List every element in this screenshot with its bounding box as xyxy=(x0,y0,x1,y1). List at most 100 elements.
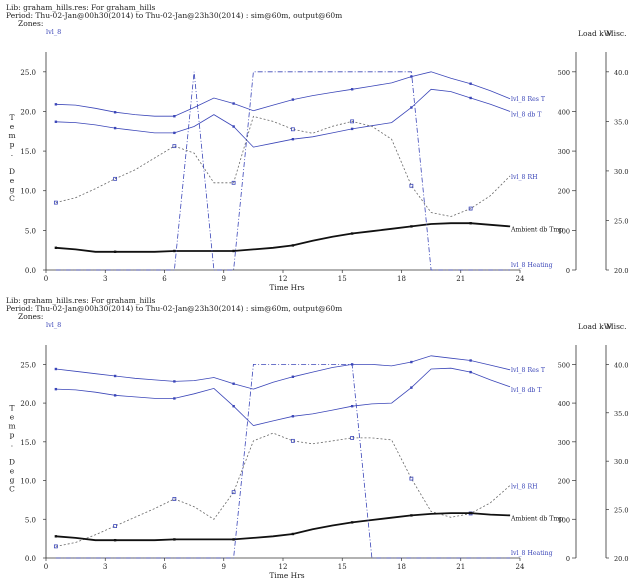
data-point-marker xyxy=(469,96,472,100)
y-tick-label: 15.0 xyxy=(20,439,36,447)
y-axis-label-letter: m xyxy=(8,422,15,431)
series-line-ambient-db-tmp xyxy=(55,512,511,542)
misc-tick-label: 30.0 xyxy=(614,458,628,466)
data-point-marker xyxy=(410,360,413,364)
data-point-marker xyxy=(172,144,177,149)
y-tick-label: 20.0 xyxy=(20,108,36,116)
data-point-marker xyxy=(113,374,117,378)
misc-tick-label: 20.0 xyxy=(614,555,628,563)
data-point-marker xyxy=(113,250,117,253)
data-point-marker xyxy=(54,120,58,123)
series-line-lvl-8-res-t xyxy=(55,355,511,390)
data-point-marker xyxy=(291,375,295,378)
y-axis-label-letter: g xyxy=(10,476,15,485)
zone-name-label: lvl_8 xyxy=(46,321,61,329)
x-tick-label: 3 xyxy=(103,563,107,571)
series-line-lvl-8-heating xyxy=(55,364,511,559)
series-label: lvl_8 Res T xyxy=(511,96,546,103)
load-tick-label: 300 xyxy=(558,439,570,447)
x-tick-label: 12 xyxy=(279,563,288,571)
y-axis-label-letter: p xyxy=(10,431,15,440)
y-axis-label-letter: g xyxy=(10,185,15,194)
load-tick-label: 500 xyxy=(558,361,570,369)
zone-name-label: lvl_8 xyxy=(46,28,61,36)
y-axis-label-letter: e xyxy=(10,176,15,185)
data-point-marker xyxy=(173,115,176,118)
data-point-marker xyxy=(410,106,413,109)
y-tick-label: 25.0 xyxy=(20,361,36,369)
series-label: lvl_8 db T xyxy=(511,387,542,394)
data-point-marker xyxy=(350,521,354,524)
data-point-marker xyxy=(53,544,58,549)
x-tick-label: 6 xyxy=(162,275,167,283)
misc-tick-label: 40.0 xyxy=(614,361,628,369)
data-point-marker xyxy=(231,490,236,495)
data-point-marker xyxy=(173,538,176,541)
data-point-marker xyxy=(350,436,355,440)
zones-label: Zones: xyxy=(18,19,43,28)
data-point-marker xyxy=(469,370,472,374)
data-point-marker xyxy=(232,538,235,541)
y-tick-label: 0.0 xyxy=(25,267,36,275)
misc-tick-label: 25.0 xyxy=(614,507,628,515)
data-point-marker xyxy=(173,249,176,253)
y-axis-label-letter: . xyxy=(11,440,13,449)
data-point-marker xyxy=(291,244,295,247)
data-point-marker xyxy=(113,394,117,397)
y-tick-label: 5.0 xyxy=(25,516,36,524)
data-point-marker xyxy=(350,88,354,91)
load-tick-label: 200 xyxy=(558,478,570,486)
load-tick-label: 100 xyxy=(558,227,570,235)
data-point-marker xyxy=(350,119,355,124)
misc-axis-title: Misc. xyxy=(606,322,627,331)
data-point-marker xyxy=(410,75,413,78)
data-point-marker xyxy=(409,476,414,481)
data-point-marker xyxy=(231,180,236,185)
series-label: lvl_8 Heating xyxy=(511,550,553,557)
x-tick-label: 15 xyxy=(338,275,347,283)
y-axis-label-letter: C xyxy=(9,485,15,494)
data-point-marker xyxy=(350,127,354,131)
series-line-lvl-8-res-t xyxy=(55,71,511,117)
data-point-marker xyxy=(113,111,117,114)
zones-label: Zones: xyxy=(18,312,43,321)
x-tick-label: 0 xyxy=(44,563,48,571)
data-point-marker xyxy=(469,511,472,515)
y-tick-label: 5.0 xyxy=(25,227,36,235)
data-point-marker xyxy=(173,380,176,383)
x-axis-label: Time Hrs xyxy=(269,571,304,580)
period-line: Period: Thu-02-Jan@00h30(2014) to Thu-02… xyxy=(6,304,342,313)
data-point-marker xyxy=(350,404,354,408)
y-axis-label-letter: T xyxy=(9,113,14,122)
misc-tick-label: 25.0 xyxy=(614,217,628,225)
data-point-marker xyxy=(232,102,235,105)
data-point-marker xyxy=(291,138,295,141)
data-point-marker xyxy=(54,387,58,391)
load-tick-label: 0 xyxy=(566,267,570,275)
y-tick-label: 25.0 xyxy=(20,69,36,77)
data-point-marker xyxy=(113,126,117,130)
data-point-marker xyxy=(232,125,235,128)
data-point-marker xyxy=(173,131,176,135)
data-point-marker xyxy=(469,82,472,85)
y-tick-label: 10.0 xyxy=(20,188,36,196)
lib-line: Lib: graham_hills.res: For graham_hills xyxy=(6,296,155,305)
series-label: Ambient db Tmp xyxy=(510,226,563,233)
data-point-marker xyxy=(469,222,472,225)
misc-tick-label: 30.0 xyxy=(614,168,628,176)
data-point-marker xyxy=(410,386,413,389)
data-point-marker xyxy=(350,232,354,235)
data-point-marker xyxy=(291,98,295,101)
x-tick-label: 24 xyxy=(516,275,525,283)
y-axis-label-letter: D xyxy=(9,167,15,176)
load-tick-label: 400 xyxy=(558,108,570,116)
data-point-marker xyxy=(113,176,118,181)
y-axis-label-letter: m xyxy=(8,131,15,140)
load-tick-label: 100 xyxy=(558,516,570,524)
misc-tick-label: 20.0 xyxy=(614,267,628,275)
series-line-ambient-db-tmp xyxy=(55,222,511,253)
data-point-marker xyxy=(291,415,295,418)
data-point-marker xyxy=(172,497,177,501)
x-tick-label: 18 xyxy=(397,275,406,283)
